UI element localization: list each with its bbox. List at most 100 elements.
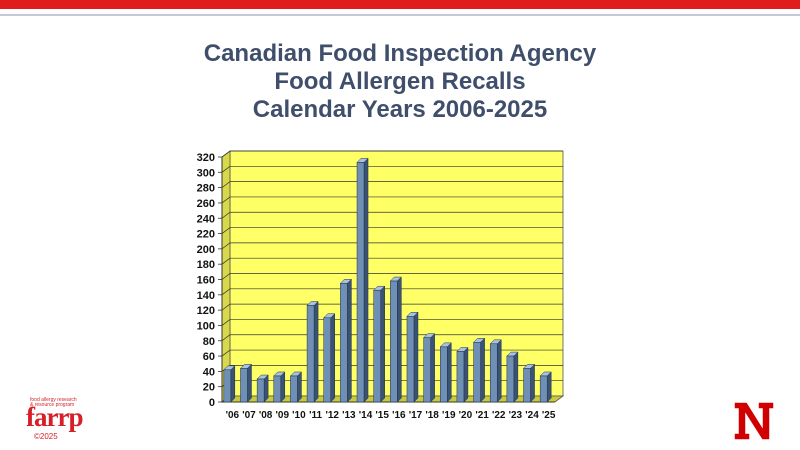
bar-side [313,300,319,403]
bar-side [397,276,402,403]
y-tick-label: 280 [197,183,215,195]
gridline [221,303,563,311]
y-tick-label: 160 [197,275,215,287]
bar [273,371,286,403]
bar-side [480,337,485,403]
y-tick-label: 260 [197,198,215,210]
bar-side [430,333,435,403]
y-tick-label: 100 [197,320,215,332]
bar [239,363,253,403]
x-tick-label: '19 [442,410,456,421]
title-line-1: Canadian Food Inspection Agency [203,40,597,67]
bar-side [280,371,286,403]
bar-front [489,343,498,403]
x-tick-label: '14 [359,410,373,421]
bar-side [530,363,535,403]
bar [472,337,486,403]
x-tick-label: '18 [425,410,439,421]
top-accent-bar [0,0,800,9]
gridline [221,349,563,357]
y-tick-label: 120 [197,305,215,317]
x-tick-label: '09 [276,410,290,421]
x-tick-label: '06 [226,410,240,421]
x-tick-label: '20 [459,410,473,421]
bar-side [363,157,369,403]
gridline [221,273,563,280]
x-tick-label: '08 [259,410,273,421]
bar-side [380,285,385,403]
bar-front [223,369,232,403]
gridline [221,257,563,265]
bar-front [506,355,515,403]
x-tick-label: '15 [375,410,389,421]
y-tick-label: 140 [197,290,215,302]
bar-side [297,371,302,403]
copyright-text: ©2025 [34,432,58,441]
bar-side [496,339,502,403]
x-tick-label: '12 [325,410,339,421]
bar [406,311,419,403]
bar [389,276,402,403]
bar-front [373,289,381,403]
x-tick-label: '07 [242,410,256,421]
top-divider [0,14,800,16]
bar [539,371,552,403]
gridline [221,319,563,326]
bar-front [240,368,248,403]
bar-front [406,316,415,403]
x-tick-label: '23 [509,410,523,421]
bar-front [306,305,315,403]
gridline [221,227,563,234]
x-tick-label: '21 [475,410,489,421]
y-tick-label: 220 [197,229,215,241]
bar [439,342,452,403]
bar-side [263,374,269,403]
chart-title: Canadian Food Inspection Agency Food All… [0,40,800,124]
bar-side [247,363,252,403]
y-tick-label: 240 [197,213,215,225]
title-line-3: Calendar Years 2006-2025 [252,96,548,123]
x-tick-label: '10 [292,410,306,421]
nebraska-n-icon [733,401,775,441]
bar-side [230,365,236,403]
bar [289,371,303,403]
farrp-wordmark: farrp [26,402,83,432]
y-tick-label: 40 [203,366,215,378]
bar-front [473,342,481,403]
y-tick-label: 200 [197,244,215,256]
gridline [221,211,563,219]
x-tick-label: '16 [392,410,406,421]
bar [489,339,502,403]
bar-front [256,378,265,403]
bar-front [456,351,465,403]
bar-front [290,375,298,403]
gridline [221,150,563,158]
bar-side [546,371,552,403]
bar [306,300,319,403]
gridline [221,165,563,173]
y-tick-label: 320 [197,152,215,164]
farrp-tagline-1: food allergy research [30,397,77,403]
gridline [221,181,563,188]
gridline [221,196,563,204]
bar-front [539,375,548,403]
y-tick-label: 80 [203,336,215,348]
x-tick-label: '11 [309,410,322,421]
bar-front [340,283,348,403]
x-tick-label: '24 [525,410,539,421]
y-tick-label: 0 [209,397,215,409]
bar-side [447,342,452,403]
bar [506,351,519,403]
bar [223,365,236,403]
farrp-logo: food allergy research & resource program… [24,398,104,448]
x-tick-label: '13 [342,410,356,421]
bar-side [330,313,335,403]
bar-side [347,278,352,403]
bar [323,313,336,403]
bar-side [463,346,469,403]
bar-front [390,280,398,403]
title-line-2: Food Allergen Recalls [274,68,526,95]
x-tick-label: '25 [542,410,556,421]
bar-front [273,375,282,403]
y-tick-label: 20 [203,382,215,394]
